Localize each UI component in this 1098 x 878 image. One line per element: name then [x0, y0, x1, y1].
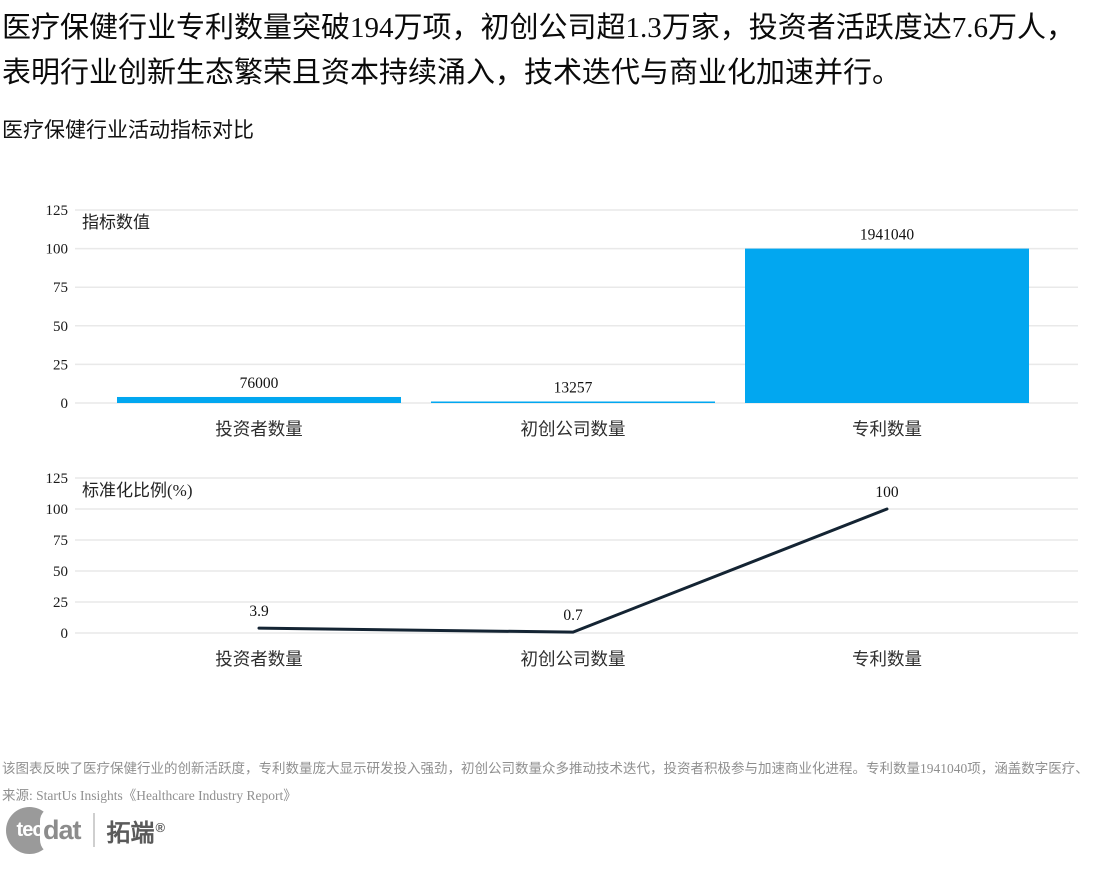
y-tick-label: 0 [61, 396, 69, 412]
line-series [257, 507, 889, 634]
y-tick-label: 25 [53, 357, 68, 373]
footer-description: 该图表反映了医疗保健行业的创新活跃度，专利数量庞大显示研发投入强劲，初创公司数量… [2, 761, 1089, 776]
y-tick-label: 0 [61, 626, 69, 642]
line-chart-normalized-ratio: 0 25 50 75 100 125 标准化比例(%) 3.9 0.7 100 投资者数量 初创公司数… [0, 465, 1098, 680]
logo-divider [92, 813, 95, 847]
bar-专利数量 [745, 248, 1029, 403]
point-value-label: 3.9 [249, 603, 269, 620]
y-tick-label: 50 [53, 564, 68, 580]
y-tick-label: 75 [53, 280, 68, 296]
y-tick-label: 75 [53, 533, 68, 549]
headline-line-2: 表明行业创新生态繁荣且资本持续涌入，技术迭代与商业化加速并行。 [2, 57, 902, 89]
bar-value-label: 76000 [240, 375, 279, 392]
bar-投资者数量 [117, 396, 401, 403]
y-tick-label: 100 [46, 242, 69, 258]
brand-name: 拓端® [106, 819, 166, 847]
bar-chart-metric-values: 0 25 50 75 100 125 指标数值 76000 13257 1941040 投资者数量 初… [0, 195, 1098, 445]
headline-line-1: 医疗保健行业专利数量突破194万项，初创公司超1.3万家，投资者活跃度达7.6万… [2, 12, 1076, 44]
footer-source: 来源: StartUs Insights《Healthcare Industry… [2, 788, 297, 803]
registered-mark: ® [155, 819, 166, 835]
y-tick-label: 50 [53, 319, 68, 335]
y-tick-label: 100 [46, 502, 69, 518]
x-category-label: 专利数量 [852, 649, 922, 669]
headline-text: 医疗保健行业专利数量突破194万项，初创公司超1.3万家，投资者活跃度达7.6万… [2, 6, 1098, 96]
bar-value-label: 13257 [554, 380, 593, 397]
point-value-label: 0.7 [563, 607, 583, 624]
bar-初创公司数量 [431, 401, 715, 403]
x-category-label: 投资者数量 [215, 649, 303, 669]
y-tick-label: 125 [46, 203, 69, 219]
y-tick-label: 25 [53, 595, 68, 611]
tecdat-logo: tec dat 拓端® [6, 806, 165, 854]
y-tick-label: 125 [46, 471, 69, 487]
bar-value-label: 1941040 [860, 227, 915, 244]
x-category-label: 初创公司数量 [521, 649, 626, 669]
axis-title: 指标数值 [82, 213, 150, 232]
section-title: 医疗保健行业活动指标对比 [2, 118, 254, 142]
point-value-label: 100 [875, 484, 899, 501]
axis-title: 标准化比例(%) [82, 481, 192, 500]
x-category-label: 专利数量 [852, 419, 922, 439]
x-category-label: 初创公司数量 [521, 419, 626, 439]
x-category-label: 投资者数量 [215, 419, 303, 439]
tecdat-logo-suffix: dat [40, 806, 81, 854]
